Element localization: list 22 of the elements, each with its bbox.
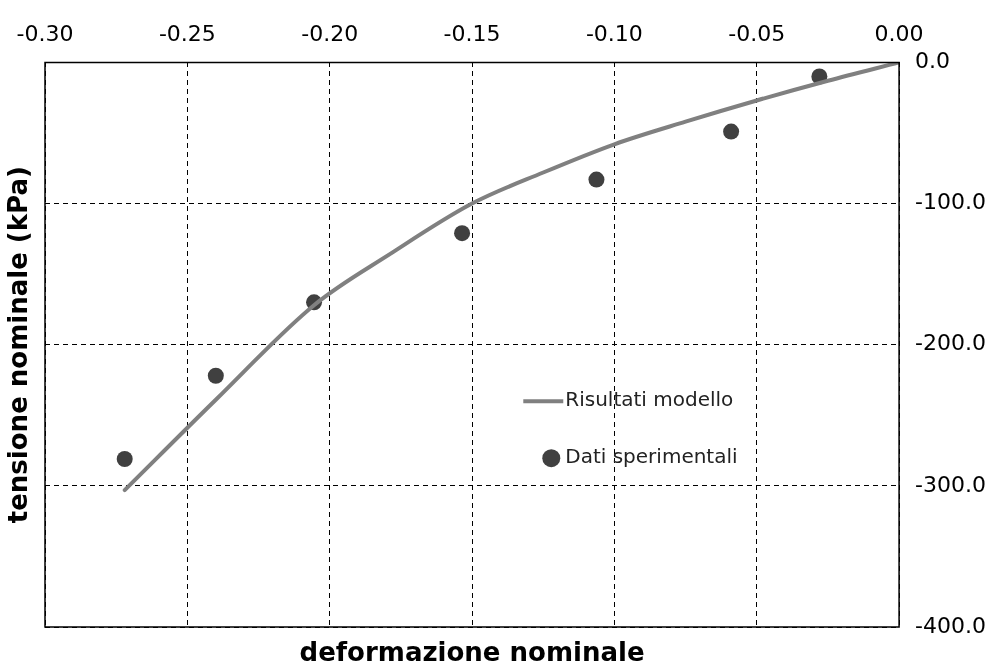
- y-tick-label: -200.0: [915, 330, 986, 356]
- point: [454, 225, 471, 242]
- legend-label: Risultati modello: [565, 387, 734, 412]
- line-series: [122, 62, 900, 493]
- x-tick-label: -0.30: [16, 20, 74, 46]
- y-tick-label: -400.0: [915, 612, 986, 638]
- x-tick-label: -0.15: [443, 20, 501, 46]
- point: [116, 451, 133, 468]
- y-tick-label: 0.0: [915, 48, 951, 74]
- x-tick-label: 0.00: [874, 20, 924, 46]
- x-tick-label: -0.05: [728, 20, 786, 46]
- y-tick-label: -300.0: [915, 471, 986, 497]
- x-tick-label: -0.10: [585, 20, 643, 46]
- y-tick-label: -100.0: [915, 189, 986, 215]
- point: [207, 367, 224, 384]
- legend-label: Dati sperimentali: [565, 444, 738, 469]
- y-axis-title: tensione nominale (kPa): [2, 166, 33, 524]
- point: [723, 123, 740, 140]
- x-tick-label: -0.20: [301, 20, 359, 46]
- point: [588, 171, 605, 188]
- x-axis-title: deformazione nominale: [299, 636, 645, 667]
- x-tick-label: -0.25: [158, 20, 216, 46]
